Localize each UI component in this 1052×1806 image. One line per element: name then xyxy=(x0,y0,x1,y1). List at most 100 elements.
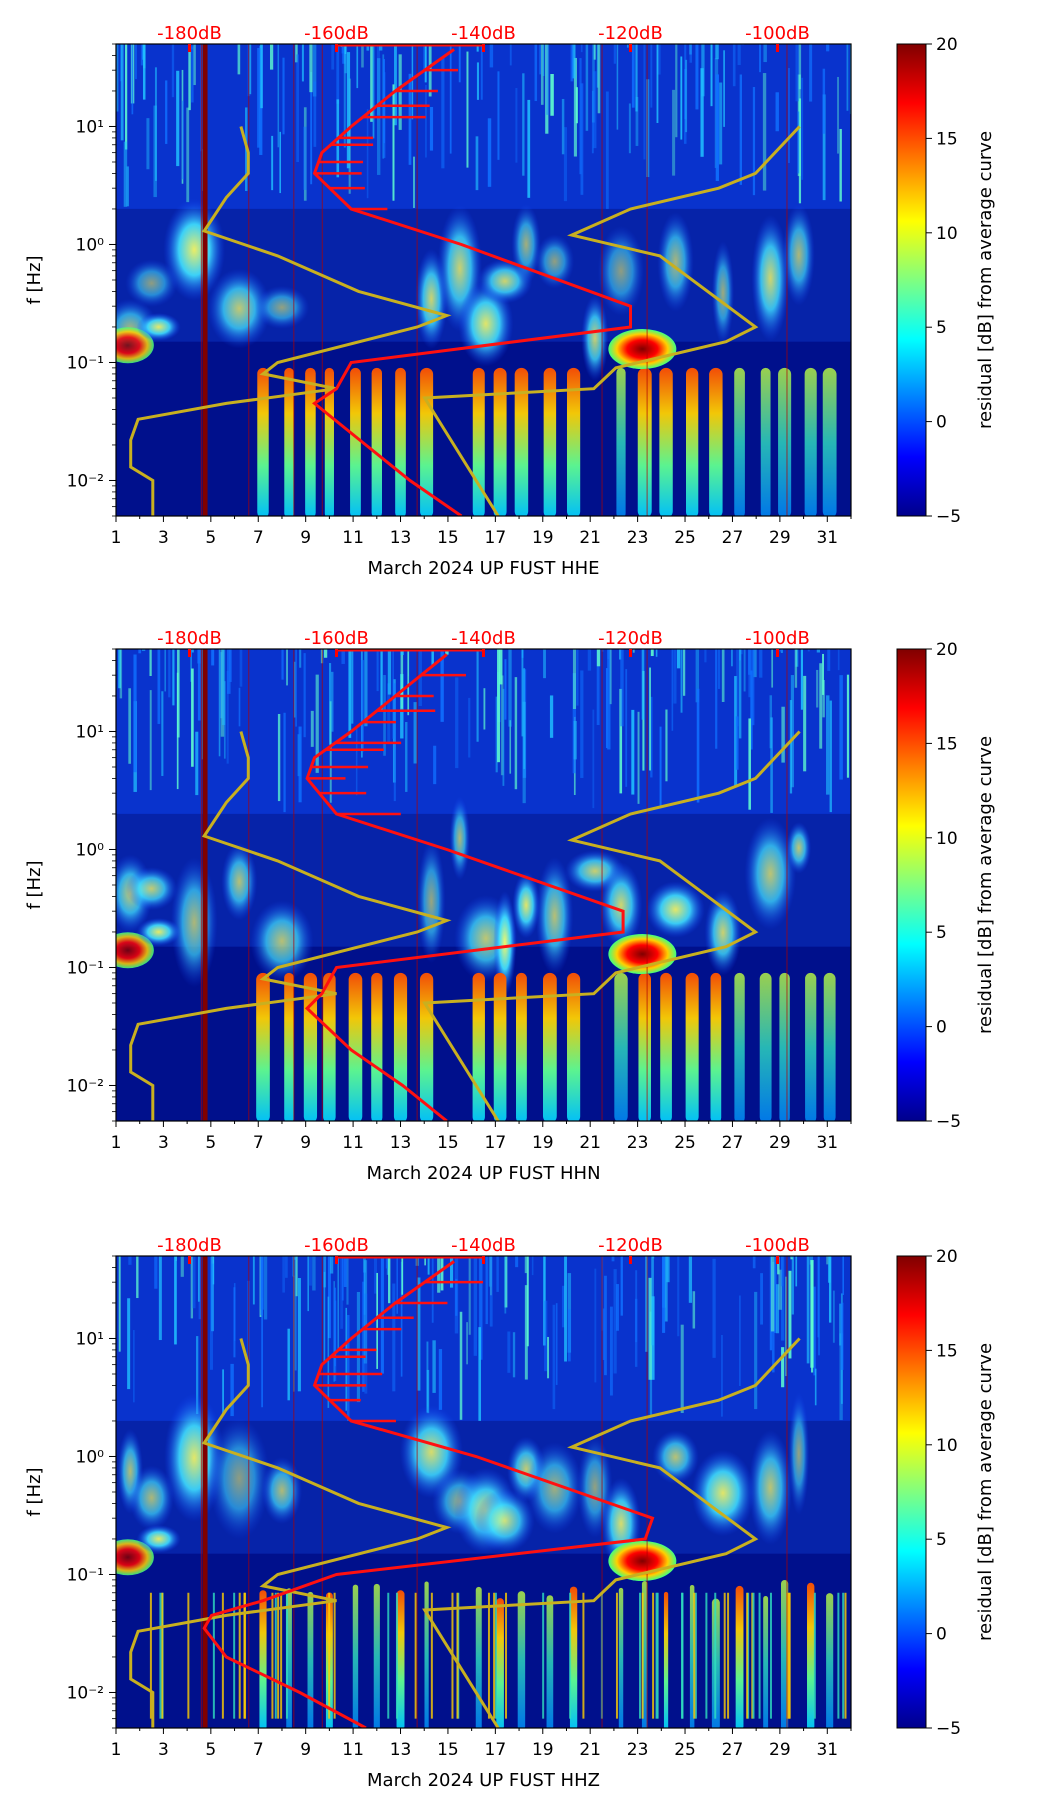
hf-streak xyxy=(383,72,386,158)
lf-spike xyxy=(244,1592,247,1719)
x-tick-label: 9 xyxy=(300,1740,311,1760)
db-tick-label: -100dB xyxy=(745,1235,810,1256)
hf-streak xyxy=(376,1272,378,1369)
hf-streak xyxy=(632,649,635,653)
lf-band xyxy=(396,1590,405,1728)
lf-spike xyxy=(414,1592,417,1719)
microseism-blob xyxy=(751,214,790,342)
lf-spike xyxy=(494,1592,497,1719)
lf-spike xyxy=(656,1592,659,1719)
hf-streak xyxy=(400,649,404,655)
microseism-blob xyxy=(208,1417,270,1540)
hf-streak xyxy=(739,74,743,185)
db-tick-label: -160dB xyxy=(304,23,369,44)
lf-spike xyxy=(751,1592,754,1719)
lf-band xyxy=(350,367,361,516)
hf-streak xyxy=(263,1256,268,1320)
model-curve-high xyxy=(422,1337,801,1728)
lf-band xyxy=(546,1595,554,1728)
microseism-blob xyxy=(652,1430,699,1484)
hf-streak xyxy=(619,688,623,794)
hf-streak xyxy=(650,649,654,657)
hf-streak xyxy=(504,1256,508,1308)
colorbar xyxy=(896,1255,927,1729)
hf-streak xyxy=(356,44,359,89)
hf-streak xyxy=(475,136,479,191)
hf-streak xyxy=(547,1336,550,1379)
hf-streak xyxy=(341,649,345,664)
lf-band xyxy=(395,367,406,516)
hf-streak xyxy=(748,718,751,810)
hf-streak xyxy=(209,1257,213,1370)
lf-band xyxy=(618,1587,624,1728)
lf-band xyxy=(284,972,294,1121)
x-tick-label: 7 xyxy=(253,1133,264,1153)
hf-streak xyxy=(295,649,298,727)
hf-streak xyxy=(337,1256,340,1350)
hf-streak xyxy=(752,87,756,196)
microseism-blob xyxy=(125,259,178,307)
x-tick-label: 27 xyxy=(722,528,744,548)
hf-streak xyxy=(846,674,850,778)
hf-streak xyxy=(790,1256,793,1260)
hf-streak xyxy=(762,73,767,191)
hf-streak xyxy=(361,44,364,68)
lf-spike xyxy=(569,1592,572,1719)
hf-streak xyxy=(355,728,358,796)
x-tick-label: 9 xyxy=(300,528,311,548)
x-tick-label: 11 xyxy=(342,1740,364,1760)
hf-streak xyxy=(507,1331,511,1373)
x-tick-label: 1 xyxy=(111,1740,122,1760)
lf-spike xyxy=(277,1592,280,1719)
lf-band xyxy=(256,972,270,1121)
hf-streak xyxy=(650,696,653,778)
hf-streak xyxy=(346,1256,349,1305)
hf-streak xyxy=(737,44,741,66)
hf-streak xyxy=(195,731,199,796)
lf-spike xyxy=(694,1592,697,1719)
hf-streak xyxy=(282,57,285,135)
hf-streak xyxy=(327,1296,330,1408)
x-tick-label: 1 xyxy=(111,528,122,548)
red-curve xyxy=(304,653,625,1121)
hf-streak xyxy=(596,649,600,726)
hf-streak xyxy=(364,1293,368,1394)
hf-streak xyxy=(573,57,577,157)
hf-streak xyxy=(626,44,629,48)
hf-streak xyxy=(572,44,576,79)
x-tick-label: 19 xyxy=(532,1133,554,1153)
hf-streak xyxy=(165,80,168,144)
hf-streak xyxy=(839,128,842,202)
hf-streak xyxy=(580,44,583,53)
microseism-blob xyxy=(526,1442,583,1534)
hf-streak xyxy=(810,1259,814,1368)
hf-streak xyxy=(466,1322,469,1365)
hf-streak xyxy=(362,1281,365,1392)
colorbar-tick-label: −5 xyxy=(936,507,961,527)
hf-streak xyxy=(440,1256,444,1291)
lf-band xyxy=(779,972,790,1121)
hf-streak xyxy=(454,1256,459,1334)
lf-band xyxy=(352,1584,359,1728)
lf-band xyxy=(472,367,485,516)
lf-spike xyxy=(746,1592,749,1719)
hf-streak xyxy=(400,1261,403,1377)
lf-band xyxy=(424,1581,429,1728)
hf-streak xyxy=(677,1256,680,1337)
db-tick-label: -180dB xyxy=(157,628,222,649)
hf-streak xyxy=(791,1256,794,1315)
hf-streak xyxy=(828,1256,832,1323)
hf-streak xyxy=(340,1256,344,1329)
hf-streak xyxy=(489,1256,493,1327)
hf-streak xyxy=(521,649,524,737)
hf-streak xyxy=(607,649,610,659)
lf-spike xyxy=(727,1592,730,1719)
hf-streak xyxy=(837,76,839,154)
y-tick-label: 10⁻² xyxy=(67,1076,104,1096)
microseism-blob xyxy=(493,890,517,996)
lf-spike xyxy=(274,1592,277,1719)
hf-streak xyxy=(415,1256,419,1266)
lf-band xyxy=(805,972,817,1121)
hf-streak xyxy=(295,44,298,63)
